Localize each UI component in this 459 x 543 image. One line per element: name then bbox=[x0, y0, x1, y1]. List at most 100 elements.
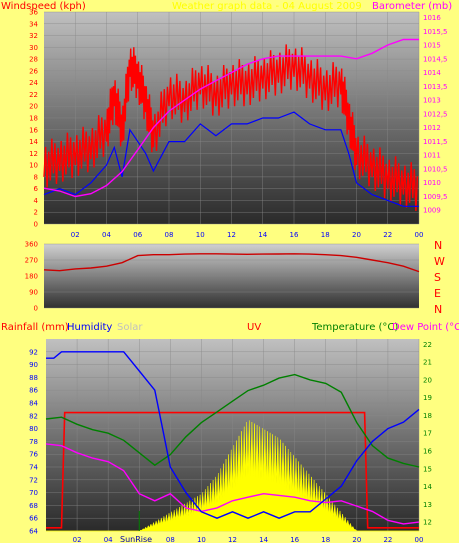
temperature-series-line bbox=[45, 373, 420, 468]
barometer-series-line bbox=[43, 38, 419, 198]
barometer-tick-label: 1016 bbox=[423, 14, 441, 22]
compass-south: S bbox=[434, 271, 441, 284]
windspeed-tick-label: 12 bbox=[29, 150, 38, 158]
windspeed-tick-label: 22 bbox=[29, 91, 38, 99]
windspeed-tick-label: 32 bbox=[29, 32, 38, 40]
windspeed-tick-label: 30 bbox=[29, 44, 38, 52]
windspeed-tick-label: 26 bbox=[29, 67, 38, 75]
x-tick-label: 10 bbox=[197, 536, 206, 543]
x-tick-label: 22 bbox=[383, 536, 392, 543]
x-tick-label: 14 bbox=[258, 231, 267, 239]
barometer-tick-label: 1014 bbox=[423, 69, 441, 77]
temperature-tick-label: 16 bbox=[423, 448, 432, 456]
direction-tick-label: 270 bbox=[25, 257, 38, 265]
barometer-tick-label: 1010 bbox=[423, 179, 441, 187]
temperature-tick-label: 21 bbox=[423, 359, 432, 367]
uv-label: UV bbox=[247, 322, 261, 333]
humidity-tick-label: 86 bbox=[29, 387, 38, 395]
direction-tick-label: 90 bbox=[29, 289, 38, 297]
barometer-tick-label: 1013,5 bbox=[423, 83, 448, 91]
temperature-tick-label: 17 bbox=[423, 430, 432, 438]
windspeed-tick-label: 2 bbox=[34, 209, 38, 217]
x-tick-label: 04 bbox=[104, 536, 113, 543]
wind-panel-series bbox=[43, 38, 419, 212]
humidity-tick-label: 92 bbox=[29, 348, 38, 356]
temperature-tick-label: 20 bbox=[423, 376, 432, 384]
windspeed-tick-label: 18 bbox=[29, 115, 38, 123]
temperature-tick-label: 22 bbox=[423, 341, 432, 349]
windspeed-tick-label: 24 bbox=[29, 79, 38, 87]
humidity-tick-label: 80 bbox=[29, 425, 38, 433]
direction-y-ticks: 0 90 180 270 360 bbox=[25, 241, 38, 313]
x-tick-label: 16 bbox=[290, 536, 299, 543]
barometer-tick-label: 1011,5 bbox=[423, 138, 448, 146]
windspeed-tick-label: 0 bbox=[34, 221, 38, 229]
barometer-tick-label: 1009 bbox=[423, 207, 441, 215]
windspeed-tick-label: 14 bbox=[29, 138, 38, 146]
barometer-tick-label: 1012 bbox=[423, 124, 441, 132]
barometer-tick-label: 1013 bbox=[423, 97, 441, 105]
direction-tick-label: 360 bbox=[25, 241, 38, 249]
x-tick-label: 18 bbox=[321, 231, 330, 239]
direction-tick-label: 0 bbox=[34, 305, 38, 313]
temperature-tick-label: 12 bbox=[423, 519, 432, 527]
humidity-tick-label: 76 bbox=[29, 451, 38, 459]
humidity-tick-label: 88 bbox=[29, 374, 38, 382]
humidity-label: Humidity bbox=[67, 322, 112, 333]
windspeed-tick-label: 34 bbox=[29, 20, 38, 28]
x-tick-label: 00 bbox=[415, 231, 424, 239]
direction-series bbox=[43, 253, 420, 273]
compass-north-2: N bbox=[434, 303, 442, 316]
x-tick-label: 20 bbox=[352, 231, 361, 239]
windspeed-tick-label: 20 bbox=[29, 103, 38, 111]
temperature-axis-label: Temperature (°C) bbox=[311, 322, 398, 333]
x-tick-label: 00 bbox=[415, 536, 424, 543]
temperature-tick-label: 18 bbox=[423, 412, 432, 420]
dewpoint-series-line bbox=[45, 443, 420, 525]
windspeed-series-line bbox=[43, 44, 419, 212]
humidity-tick-label: 72 bbox=[29, 476, 38, 484]
compass-east: E bbox=[434, 287, 441, 300]
windspeed-tick-label: 6 bbox=[34, 185, 39, 193]
x-tick-label: 16 bbox=[290, 231, 299, 239]
dewpoint-axis-label: Dew Point (°C) bbox=[392, 322, 459, 333]
x-tick-label: 12 bbox=[227, 231, 236, 239]
barometer-y-ticks: 1009 1009,5 1010 1010,5 1011 1011,5 1012 1012,5… bbox=[423, 14, 448, 215]
x-tick-label: 02 bbox=[73, 536, 82, 543]
rainfall-axis-label: Rainfall (mm) bbox=[1, 322, 69, 333]
humidity-tick-label: 66 bbox=[29, 515, 38, 523]
humidity-y-ticks: 64 66 68 70 72 74 76 78 80 82 84 86 88 90 92 bbox=[29, 348, 38, 535]
windspeed-tick-label: 4 bbox=[34, 197, 39, 205]
barometer-tick-label: 1010,5 bbox=[423, 165, 448, 173]
direction-panel-grid bbox=[44, 243, 419, 309]
windspeed-axis-label: Windspeed (kph) bbox=[1, 1, 86, 12]
barometer-tick-label: 1014,5 bbox=[423, 55, 448, 63]
humidity-tick-label: 74 bbox=[29, 464, 38, 472]
humidity-tick-label: 70 bbox=[29, 489, 38, 497]
windspeed-tick-label: 10 bbox=[29, 162, 38, 170]
humidity-tick-label: 82 bbox=[29, 412, 38, 420]
barometer-tick-label: 1011 bbox=[423, 152, 441, 160]
barometer-tick-label: 1012,5 bbox=[423, 110, 448, 118]
wind-panel-x-ticks: 02 04 06 08 10 12 14 16 18 20 22 00 bbox=[71, 231, 424, 239]
x-tick-label: 08 bbox=[165, 231, 174, 239]
temperature-tick-label: 14 bbox=[423, 483, 432, 491]
rainfall-series-line bbox=[46, 411, 419, 529]
temperature-tick-label: 13 bbox=[423, 501, 432, 509]
direction-tick-label: 180 bbox=[25, 273, 38, 281]
x-tick-label: 02 bbox=[71, 231, 80, 239]
x-tick-label: 18 bbox=[321, 536, 330, 543]
temperature-tick-label: 15 bbox=[423, 465, 432, 473]
direction-series-line bbox=[43, 253, 420, 273]
chart-title: Weather graph data - 04 August 2009 bbox=[172, 1, 362, 12]
humidity-tick-label: 64 bbox=[29, 528, 38, 536]
x-tick-label: 06 bbox=[133, 231, 142, 239]
humidity-tick-label: 68 bbox=[29, 502, 38, 510]
bottom-panel-x-ticks: 02 04 08 10 12 14 16 18 20 22 00 bbox=[73, 536, 424, 543]
barometer-tick-label: 1009,5 bbox=[423, 193, 448, 201]
temperature-y-ticks: 12 13 14 15 16 17 18 19 20 21 22 bbox=[423, 341, 432, 527]
x-tick-label: 14 bbox=[259, 536, 268, 543]
